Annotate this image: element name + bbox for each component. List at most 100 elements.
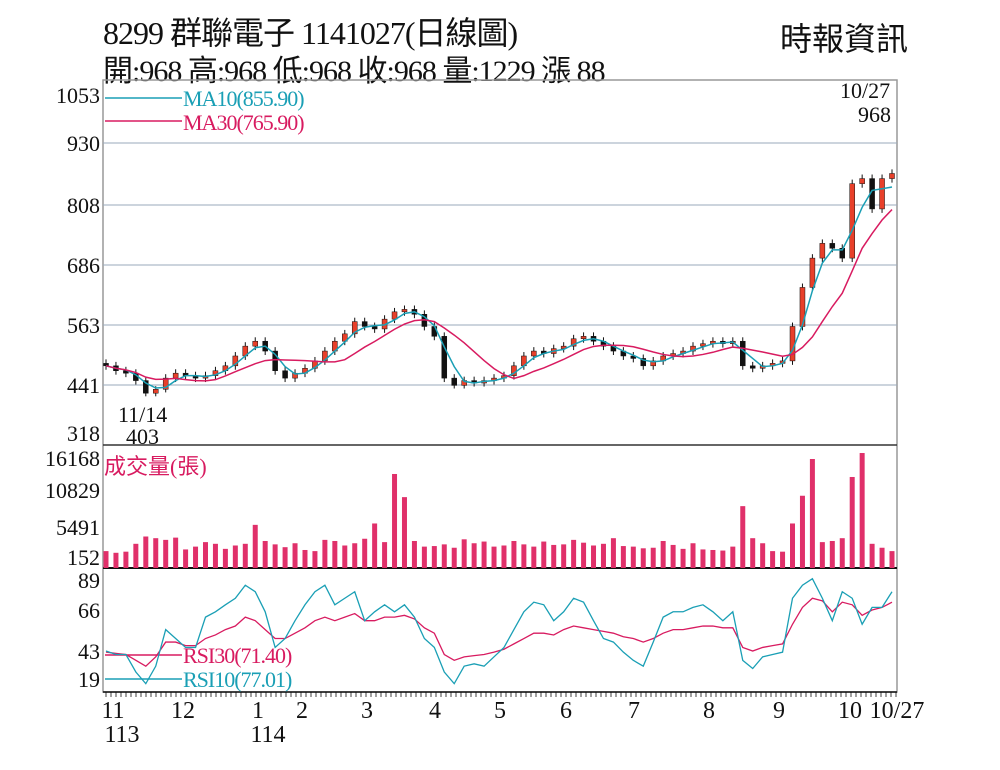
month-label: 8 xyxy=(703,698,715,724)
candle-body xyxy=(859,178,865,184)
volume-bar xyxy=(193,546,199,568)
price-tick-label: 318 xyxy=(67,421,100,446)
month-label: 5 xyxy=(494,698,506,724)
volume-bar xyxy=(829,540,835,568)
volume-bar xyxy=(670,544,676,568)
volume-bar xyxy=(342,545,348,568)
volume-bar xyxy=(531,546,537,568)
volume-bar xyxy=(113,552,119,568)
price-tick-label: 686 xyxy=(67,253,100,278)
volume-bar xyxy=(123,551,129,568)
volume-bar xyxy=(780,551,786,568)
volume-tick-label: 5491 xyxy=(56,515,100,540)
candle-body xyxy=(531,350,537,357)
year-label: 113 xyxy=(104,722,139,748)
year-label: 114 xyxy=(250,722,285,748)
volume-bar xyxy=(431,546,437,568)
candle-body xyxy=(401,309,408,313)
month-label: 12 xyxy=(171,698,195,724)
volume-bar xyxy=(720,550,726,568)
candle-body xyxy=(451,377,457,386)
candle-body xyxy=(162,377,169,390)
volume-bar xyxy=(173,537,179,568)
candle-body xyxy=(740,340,746,367)
legend-rsi30: RSI30(71.40) xyxy=(183,643,292,668)
volume-bar xyxy=(302,549,308,568)
volume-bar xyxy=(372,523,378,568)
volume-bar xyxy=(382,542,388,568)
quote-line: 開:968 高:968 低:968 收:968 量:1229 漲 88 xyxy=(103,55,606,88)
volume-bar xyxy=(809,459,815,568)
volume-bar xyxy=(392,473,398,568)
price-tick-label: 441 xyxy=(67,373,100,398)
month-label: 1 xyxy=(252,698,264,724)
volume-bar xyxy=(272,544,278,568)
volume-title: 成交量(張) xyxy=(104,454,207,479)
candle-body xyxy=(650,360,656,367)
candle-body xyxy=(819,243,826,259)
volume-bar xyxy=(889,551,895,568)
candle-body xyxy=(282,370,288,379)
volume-bar xyxy=(411,540,417,568)
month-label: 10 xyxy=(838,698,862,724)
candle-body xyxy=(152,389,159,394)
rsi-tick-label: 66 xyxy=(78,598,100,623)
volume-bar xyxy=(770,551,776,568)
month-label: 2 xyxy=(296,698,308,724)
volume-bar xyxy=(600,543,606,568)
legend-rsi10: RSI10(77.01) xyxy=(183,667,292,692)
volume-bar xyxy=(222,548,228,568)
month-label: 11 xyxy=(101,698,124,724)
month-label: 3 xyxy=(361,698,373,724)
ma10-line xyxy=(105,186,893,389)
volume-bar xyxy=(879,547,885,568)
volume-bar xyxy=(471,543,477,568)
volume-bar xyxy=(322,539,328,568)
last-price-label: 968 xyxy=(858,102,891,127)
volume-bar xyxy=(790,523,796,568)
volume-bar xyxy=(740,506,746,568)
volume-bar xyxy=(591,545,597,568)
last-date-label: 10/27 xyxy=(840,78,891,103)
month-label: 7 xyxy=(628,698,640,724)
volume-bar xyxy=(183,549,189,568)
plot-frame xyxy=(102,79,898,693)
candle-body xyxy=(889,173,895,179)
volume-bar xyxy=(660,540,666,568)
volume-bar xyxy=(212,543,218,568)
rsi10-line xyxy=(105,577,893,685)
candle-body xyxy=(172,372,179,379)
candle-body xyxy=(809,257,816,288)
candle-body xyxy=(849,183,855,259)
volume-bar xyxy=(869,543,875,568)
volume-bar xyxy=(461,539,467,568)
volume-bar xyxy=(252,524,258,568)
volume-bar xyxy=(620,546,626,568)
rsi30-line xyxy=(105,597,893,667)
legend-ma10: MA10(855.90) xyxy=(183,86,305,111)
volume-bar xyxy=(551,544,557,568)
volume-tick-label: 16168 xyxy=(45,446,100,471)
volume-bar xyxy=(421,546,427,568)
candle-body xyxy=(690,345,696,352)
volume-bar xyxy=(849,476,855,568)
volume-bar xyxy=(401,497,407,568)
candle-body xyxy=(749,365,756,369)
volume-bar xyxy=(730,546,736,568)
volume-bar xyxy=(292,543,298,568)
volume-bar xyxy=(481,541,487,568)
price-tick-label: 930 xyxy=(67,131,100,156)
volume-bar xyxy=(143,536,149,568)
low-price-label: 403 xyxy=(126,424,159,449)
candle-body xyxy=(232,355,239,367)
volume-bar xyxy=(630,546,636,568)
legend-ma30: MA30(765.90) xyxy=(183,110,305,135)
volume-bar xyxy=(312,551,318,568)
candle-body xyxy=(580,336,587,340)
candle-body xyxy=(640,358,647,367)
volume-bar xyxy=(282,547,288,568)
volume-bar xyxy=(441,544,447,568)
candle-body xyxy=(700,343,706,347)
